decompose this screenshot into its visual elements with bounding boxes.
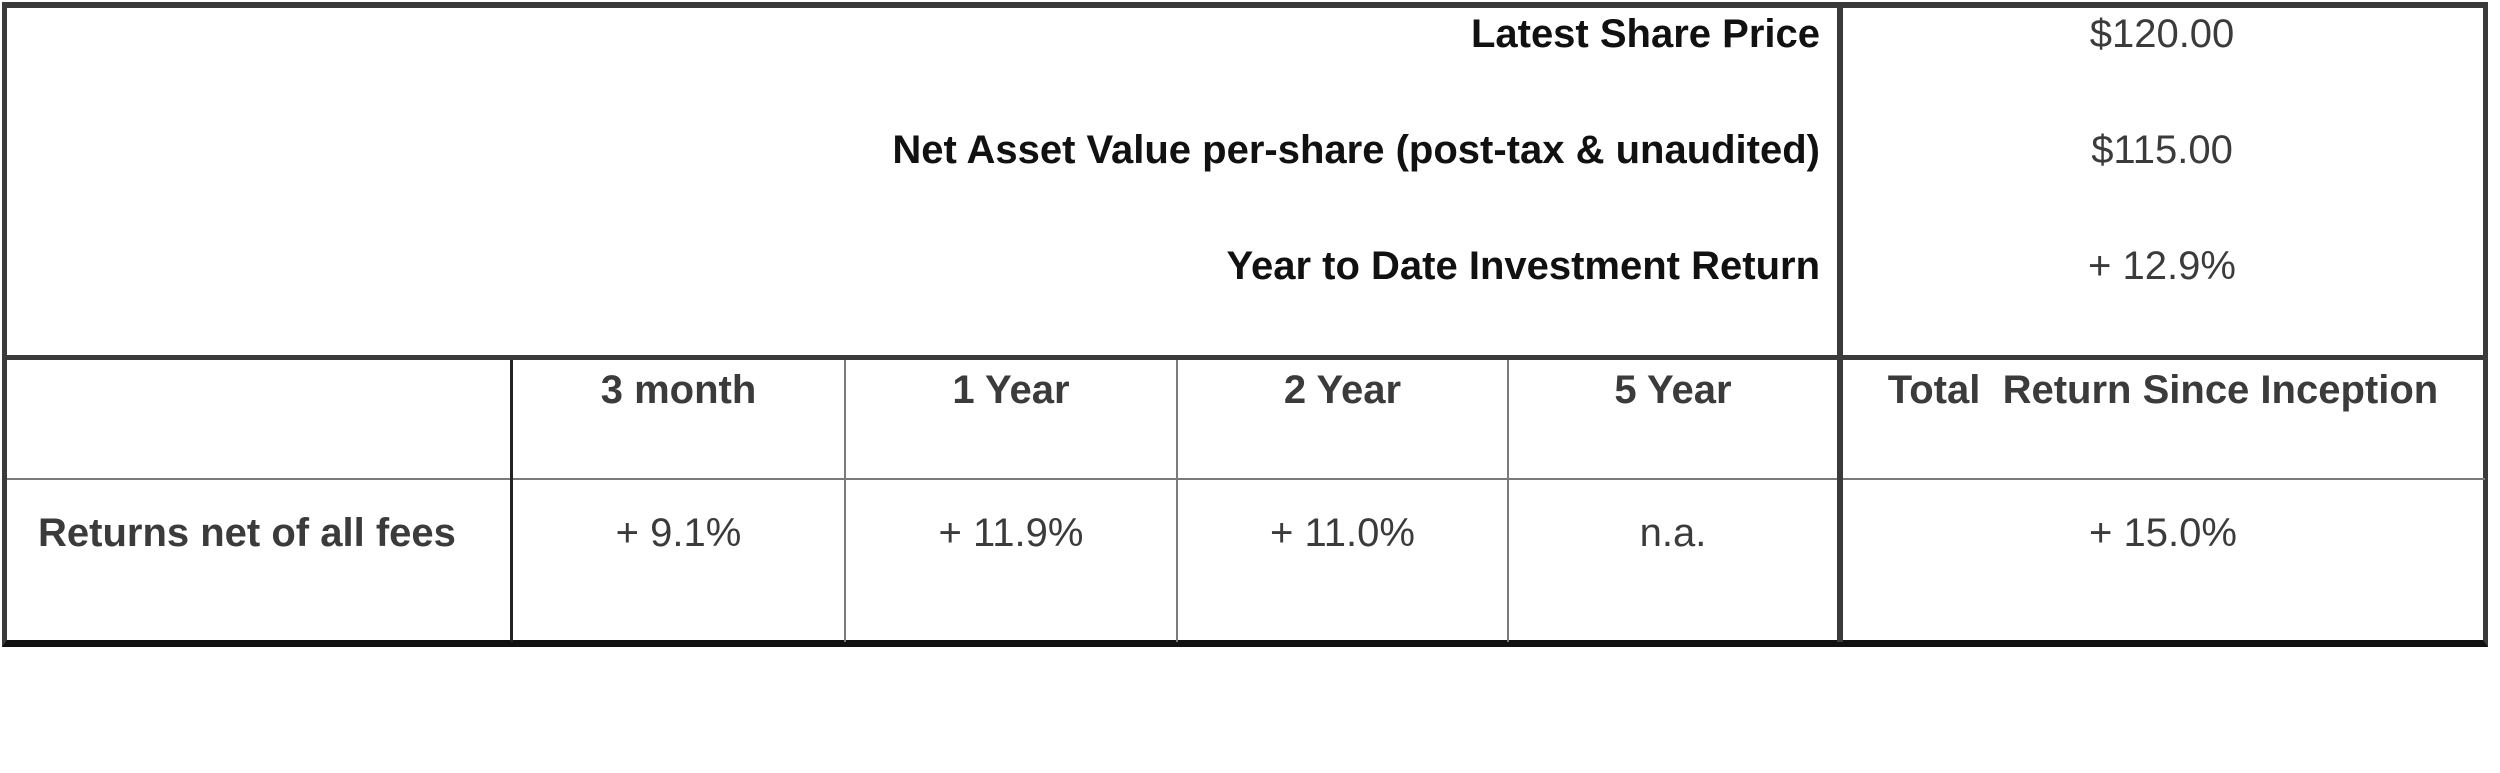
header-5-year: 5 Year <box>1614 368 1732 412</box>
ytd-return-value: + 12.9% <box>2088 244 2236 288</box>
label-column-divider <box>510 360 513 642</box>
column-divider <box>1176 360 1178 642</box>
table-border <box>2 2 2488 647</box>
nav-per-share-label: Net Asset Value per-share (post-tax & un… <box>892 128 1820 172</box>
column-divider <box>1507 360 1509 642</box>
ytd-return-label: Year to Date Investment Return <box>1226 244 1821 288</box>
header-total-return: Total Return Since Inception <box>1887 368 2439 412</box>
header-1-year: 1 Year <box>952 368 1070 412</box>
nav-per-share-value: $115.00 <box>2091 128 2233 172</box>
returns-row-label: Returns net of all fees <box>38 511 456 555</box>
return-1-year: + 11.9% <box>938 511 1084 555</box>
return-2-year: + 11.0% <box>1270 511 1415 555</box>
value-column-divider <box>1837 6 1843 642</box>
latest-share-price-label: Latest Share Price <box>1470 12 1820 56</box>
header-3-month: 3 month <box>600 368 757 412</box>
section-divider <box>4 355 2488 360</box>
latest-share-price-value: $120.00 <box>2089 12 2235 56</box>
column-divider <box>844 360 846 642</box>
header-divider <box>7 478 2485 480</box>
return-since-inception: + 15.0% <box>2089 511 2237 555</box>
header-2-year: 2 Year <box>1283 368 1402 412</box>
return-3-month: + 9.1% <box>615 511 742 555</box>
return-5-year: n.a. <box>1639 511 1707 555</box>
